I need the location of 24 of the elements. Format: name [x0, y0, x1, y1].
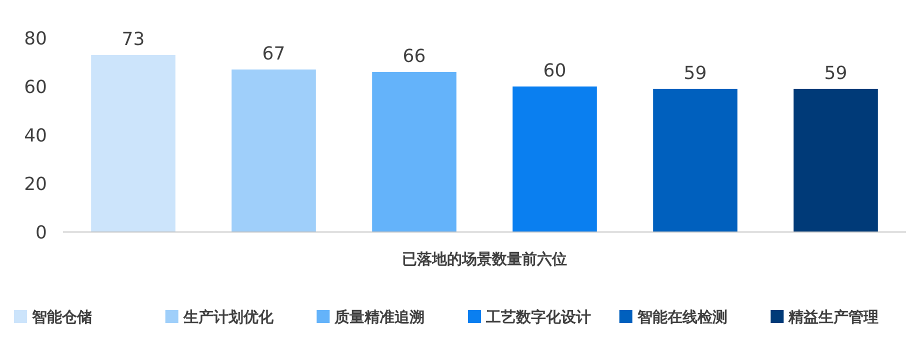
legend-label: 工艺数字化设计 [485, 308, 591, 326]
bar [653, 88, 738, 232]
y-tick-label: 20 [24, 174, 47, 195]
legend-label: 精益生产管理 [788, 308, 879, 326]
data-label: 66 [402, 46, 426, 67]
x-axis-title: 已落地的场景数量前六位 [402, 250, 567, 268]
bar [512, 86, 597, 232]
data-label: 60 [543, 60, 566, 82]
legend-label: 质量精准追溯 [334, 308, 425, 326]
data-label: 67 [262, 44, 286, 65]
bar [91, 54, 176, 232]
legend-label: 智能仓储 [31, 308, 92, 326]
bar [232, 70, 316, 232]
bar [794, 88, 878, 232]
y-tick-label: 40 [24, 125, 47, 146]
y-tick-label: 60 [24, 76, 47, 98]
bar [372, 72, 456, 232]
y-tick-label: 0 [36, 222, 47, 244]
y-tick-label: 80 [24, 28, 47, 50]
data-label: 73 [122, 28, 145, 50]
data-label: 59 [824, 62, 848, 84]
data-label: 59 [684, 62, 707, 84]
legend-label: 生产计划优化 [182, 308, 274, 326]
legend-label: 智能在线检测 [636, 308, 728, 326]
